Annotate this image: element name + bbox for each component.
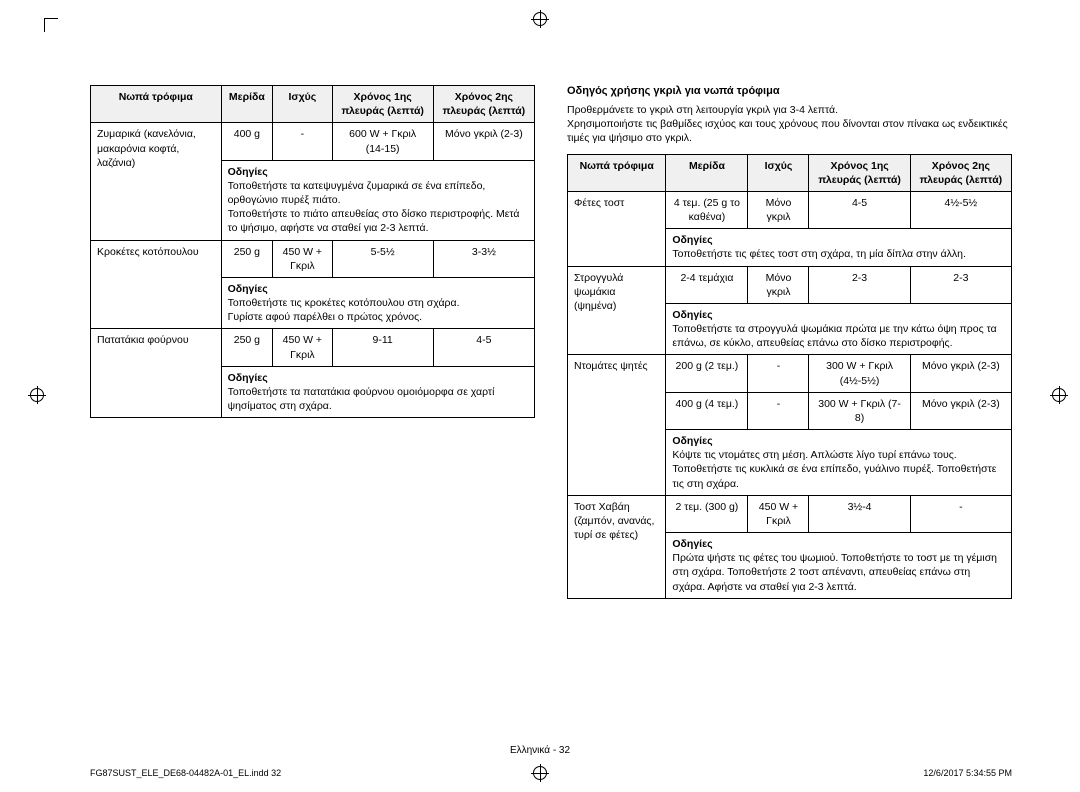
right-column: Οδηγός χρήσης γκριλ για νωπά τρόφιμα Προ… xyxy=(567,85,1012,599)
instr-cell: Οδηγίες Κόψτε τις ντομάτες στη μέση. Απλ… xyxy=(666,430,1012,496)
guide-title: Οδηγός χρήσης γκριλ για νωπά τρόφιμα xyxy=(567,85,1012,97)
frozen-food-table: Νωπά τρόφιμα Μερίδα Ισχύς Χρόνος 1ης πλε… xyxy=(90,85,535,418)
side2: Μόνο γκριλ (2-3) xyxy=(433,123,534,160)
registration-mark-icon xyxy=(533,766,547,780)
side1: 300 W + Γκριλ (4½-5½) xyxy=(809,355,910,392)
instr-label: Οδηγίες xyxy=(228,166,268,178)
portion: 400 g (4 τεμ.) xyxy=(666,392,748,429)
food-cell: Στρογγυλά ψωμάκια (ψημένα) xyxy=(568,266,666,355)
th-food: Νωπά τρόφιμα xyxy=(91,86,222,123)
instr-text: Τοποθετήστε τις φέτες τοστ στη σχάρα, τη… xyxy=(672,248,966,260)
side2: Μόνο γκριλ (2-3) xyxy=(910,392,1011,429)
instr-text: Τοποθετήστε τα πατατάκια φούρνου ομοιόμο… xyxy=(228,386,495,412)
side2: 4-5 xyxy=(433,329,534,366)
registration-mark-icon xyxy=(30,388,44,402)
instr-text: Πρώτα ψήστε τις φέτες του ψωμιού. Τοποθε… xyxy=(672,552,997,592)
portion: 250 g xyxy=(221,329,273,366)
th-food: Νωπά τρόφιμα xyxy=(568,154,666,191)
instr-label: Οδηγίες xyxy=(672,309,712,321)
portion: 200 g (2 τεμ.) xyxy=(666,355,748,392)
registration-mark-icon xyxy=(533,12,547,26)
portion: 250 g xyxy=(221,240,273,277)
th-side2: Χρόνος 2ης πλευράς (λεπτά) xyxy=(910,154,1011,191)
side1: 2-3 xyxy=(809,266,910,303)
instr-label: Οδηγίες xyxy=(672,234,712,246)
power: 450 W + Γκριλ xyxy=(273,329,332,366)
side2: 2-3 xyxy=(910,266,1011,303)
food-cell: Ζυμαρικά (κανελόνια, μακαρόνια κοφτά, λα… xyxy=(91,123,222,240)
instr-text: Κόψτε τις ντομάτες στη μέση. Απλώστε λίγ… xyxy=(672,449,996,489)
instr-text: Τοποθετήστε τις κροκέτες κοτόπουλου στη … xyxy=(228,297,460,323)
th-portion: Μερίδα xyxy=(221,86,273,123)
food-cell: Φέτες τοστ xyxy=(568,191,666,266)
food-cell: Πατατάκια φούρνου xyxy=(91,329,222,418)
print-date: 12/6/2017 5:34:55 PM xyxy=(923,768,1012,778)
instr-cell: Οδηγίες Τοποθετήστε τα πατατάκια φούρνου… xyxy=(221,366,534,418)
instr-text: Τοποθετήστε τα κατεψυγμένα ζυμαρικά σε έ… xyxy=(228,180,520,235)
instr-cell: Οδηγίες Τοποθετήστε τις φέτες τοστ στη σ… xyxy=(666,229,1012,266)
food-cell: Ντομάτες ψητές xyxy=(568,355,666,495)
instr-label: Οδηγίες xyxy=(672,538,712,550)
side2: - xyxy=(910,495,1011,532)
portion: 2 τεμ. (300 g) xyxy=(666,495,748,532)
th-side1: Χρόνος 1ης πλευράς (λεπτά) xyxy=(809,154,910,191)
th-portion: Μερίδα xyxy=(666,154,748,191)
instr-cell: Οδηγίες Τοποθετήστε τα στρογγυλά ψωμάκια… xyxy=(666,303,1012,355)
side1: 9-11 xyxy=(332,329,433,366)
side2: Μόνο γκριλ (2-3) xyxy=(910,355,1011,392)
power: 450 W + Γκριλ xyxy=(748,495,809,532)
portion: 2-4 τεμάχια xyxy=(666,266,748,303)
food-cell: Τοστ Χαβάη (ζαμπόν, ανανάς, τυρί σε φέτε… xyxy=(568,495,666,598)
instr-label: Οδηγίες xyxy=(672,435,712,447)
instr-label: Οδηγίες xyxy=(228,283,268,295)
power: - xyxy=(748,392,809,429)
portion: 400 g xyxy=(221,123,273,160)
left-column: Νωπά τρόφιμα Μερίδα Ισχύς Χρόνος 1ης πλε… xyxy=(90,85,535,599)
side2: 3-3½ xyxy=(433,240,534,277)
portion: 4 τεμ. (25 g το καθένα) xyxy=(666,191,748,228)
page-number: Ελληνικά - 32 xyxy=(0,745,1080,756)
side1: 5-5½ xyxy=(332,240,433,277)
th-side1: Χρόνος 1ης πλευράς (λεπτά) xyxy=(332,86,433,123)
side2: 4½-5½ xyxy=(910,191,1011,228)
registration-mark-icon xyxy=(1052,388,1066,402)
side1: 600 W + Γκριλ (14-15) xyxy=(332,123,433,160)
power: - xyxy=(748,355,809,392)
side1: 3½-4 xyxy=(809,495,910,532)
power: 450 W + Γκριλ xyxy=(273,240,332,277)
power: Μόνο γκριλ xyxy=(748,191,809,228)
guide-intro: Προθερμάνετε το γκριλ στη λειτουργία γκρ… xyxy=(567,103,1012,146)
instr-cell: Οδηγίες Πρώτα ψήστε τις φέτες του ψωμιού… xyxy=(666,533,1012,599)
side1: 4-5 xyxy=(809,191,910,228)
file-path: FG87SUST_ELE_DE68-04482A-01_EL.indd 32 xyxy=(90,768,281,778)
fresh-food-table: Νωπά τρόφιμα Μερίδα Ισχύς Χρόνος 1ης πλε… xyxy=(567,154,1012,599)
th-power: Ισχύς xyxy=(273,86,332,123)
instr-text: Τοποθετήστε τα στρογγυλά ψωμάκια πρώτα μ… xyxy=(672,323,996,349)
crop-mark-icon xyxy=(44,18,58,32)
power: Μόνο γκριλ xyxy=(748,266,809,303)
side1: 300 W + Γκριλ (7-8) xyxy=(809,392,910,429)
power: - xyxy=(273,123,332,160)
instr-cell: Οδηγίες Τοποθετήστε τα κατεψυγμένα ζυμαρ… xyxy=(221,160,534,240)
th-side2: Χρόνος 2ης πλευράς (λεπτά) xyxy=(433,86,534,123)
th-power: Ισχύς xyxy=(748,154,809,191)
food-cell: Κροκέτες κοτόπουλου xyxy=(91,240,222,329)
instr-label: Οδηγίες xyxy=(228,372,268,384)
instr-cell: Οδηγίες Τοποθετήστε τις κροκέτες κοτόπου… xyxy=(221,277,534,329)
